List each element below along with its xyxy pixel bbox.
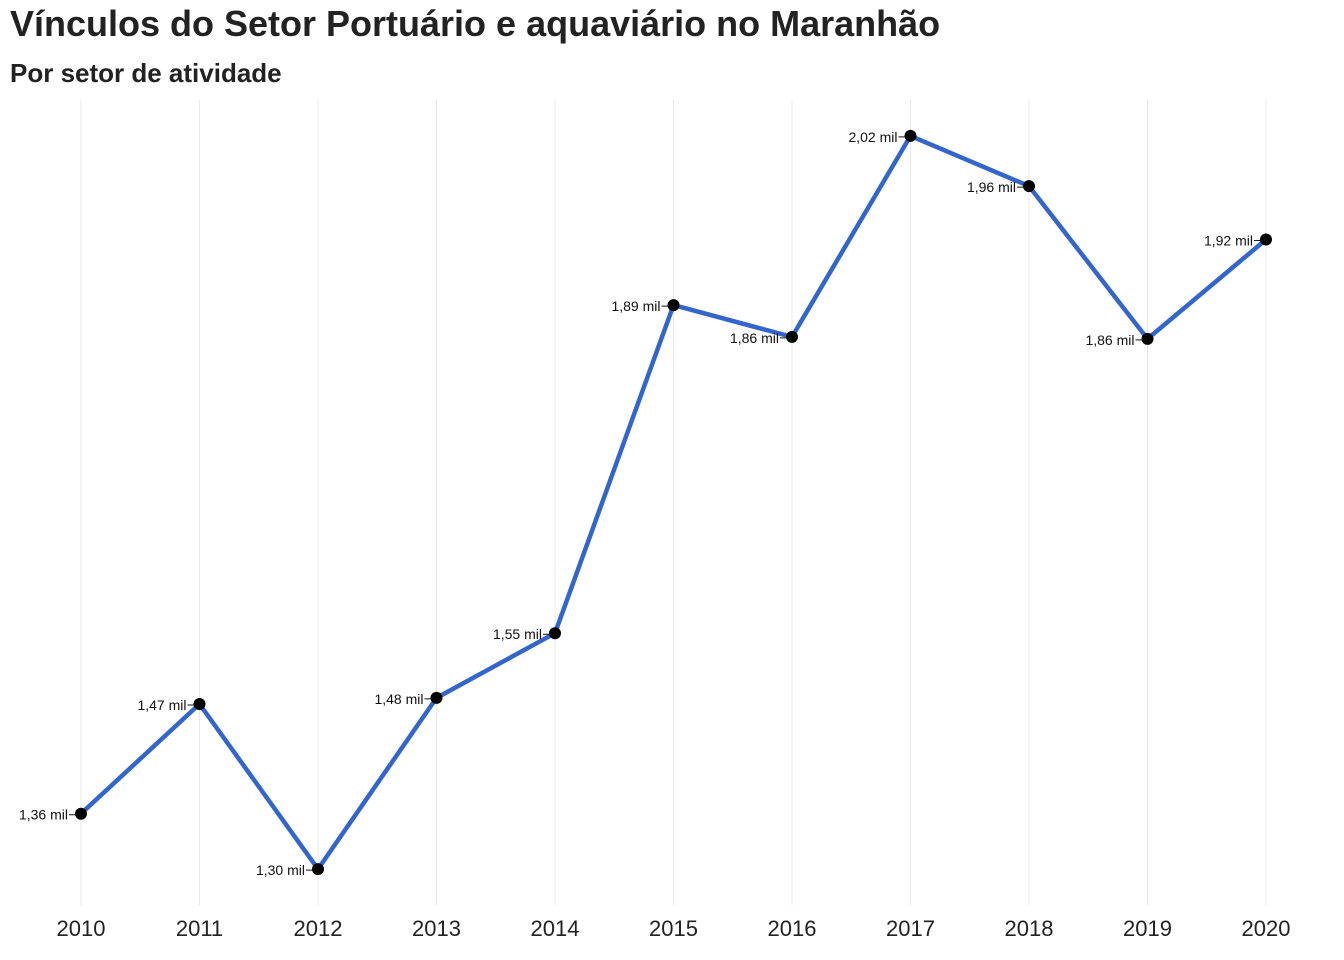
gridlines — [80, 100, 1267, 905]
x-tick-label: 2013 — [412, 916, 461, 941]
x-tick-label: 2020 — [1242, 916, 1291, 941]
data-point — [1023, 180, 1035, 193]
data-label: 1,86 mil — [1085, 332, 1134, 348]
x-tick-label: 2018 — [1005, 916, 1054, 941]
data-point — [549, 627, 561, 640]
data-point — [312, 863, 324, 876]
data-point — [786, 330, 798, 343]
data-label: 2,02 mil — [848, 129, 897, 145]
data-label: 1,89 mil — [611, 298, 660, 314]
data-label: 1,36 mil — [19, 807, 68, 823]
data-label: 1,86 mil — [730, 330, 779, 346]
data-point — [1260, 233, 1272, 246]
chart-title: Vínculos do Setor Portuário e aquaviário… — [10, 3, 941, 44]
x-axis-ticks: 2010 2011 2012 2013 2014 2015 2016 2017 2018 2019… — [57, 916, 1291, 941]
data-point — [904, 129, 917, 142]
x-tick-label: 2016 — [768, 916, 817, 941]
x-tick-label: 2012 — [294, 916, 343, 941]
data-point — [430, 691, 443, 704]
x-tick-label: 2014 — [531, 916, 580, 941]
x-tick-label: 2017 — [886, 916, 935, 941]
x-tick-label: 2010 — [57, 916, 106, 941]
data-labels: 1,36 mil 1,47 mil 1,30 mil 1,48 mil 1,55 mil… — [19, 129, 1266, 878]
data-label: 1,96 mil — [967, 179, 1016, 195]
x-tick-label: 2015 — [649, 916, 698, 941]
data-point — [1141, 332, 1154, 345]
data-point — [75, 807, 87, 820]
data-point — [667, 299, 680, 312]
data-label: 1,92 mil — [1204, 232, 1253, 248]
data-point — [193, 698, 206, 711]
data-label: 1,55 mil — [493, 626, 542, 642]
x-tick-label: 2011 — [176, 916, 223, 941]
data-label: 1,30 mil — [256, 862, 305, 878]
x-tick-label: 2019 — [1123, 916, 1172, 941]
data-points — [75, 129, 1272, 876]
data-label: 1,47 mil — [137, 697, 186, 713]
data-label: 1,48 mil — [374, 691, 423, 707]
chart-subtitle: Por setor de atividade — [10, 58, 282, 88]
